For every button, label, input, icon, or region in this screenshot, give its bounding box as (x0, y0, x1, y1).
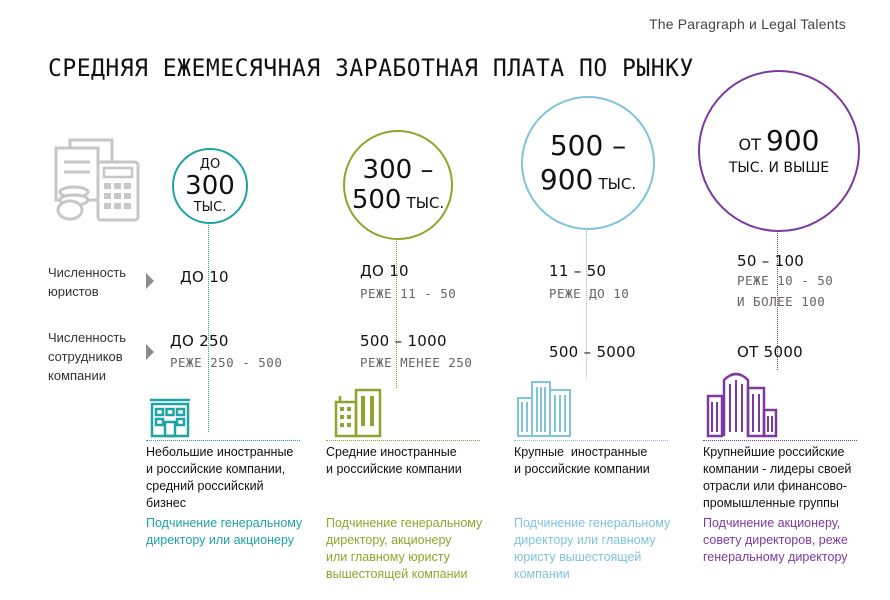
salary-1-prefix: ДО (199, 157, 221, 172)
description-4-line: Крупнейшие российские (703, 445, 845, 459)
salary-3-from: 500 – (549, 129, 627, 162)
description-1-line: и российские компании, (146, 462, 286, 476)
connector-line-4 (777, 230, 778, 370)
lawyers-2: ДО 10 (360, 262, 409, 280)
subordination-2: Подчинение генеральному директору, акцио… (326, 515, 496, 583)
subordination-1-line: Подчинение генеральному (146, 516, 303, 530)
lawyers-2-sub: РЕЖЕ 11 - 50 (360, 286, 457, 301)
small-building-icon (150, 398, 190, 438)
employees-4: ОТ 5000 (737, 343, 804, 361)
calculator-documents-icon (54, 138, 140, 222)
salary-3-to: 900 (539, 163, 594, 196)
subordination-2-line: или главному юристу (326, 550, 450, 564)
salary-4-value: 900 (766, 124, 820, 157)
subordination-2-line: вышестоящей компании (326, 567, 468, 581)
description-3-line: Крупные иностранные (514, 445, 648, 459)
description-1-line: средний российский (146, 479, 264, 493)
subordination-4: Подчинение акционеру, совету директоров,… (703, 515, 873, 566)
salary-circle-3: 500 – 900 ТЫС. (521, 96, 655, 230)
subordination-1-line: директору или акционеру (146, 533, 295, 547)
subordination-3: Подчинение генеральному директору или гл… (514, 515, 684, 583)
arrow-right-icon (146, 273, 154, 289)
separator-4 (703, 440, 857, 441)
row-label-lawyers-line2: юристов (48, 284, 99, 299)
row-label-lawyers: Численность юристов (48, 263, 126, 301)
description-3-line: и российские компании (514, 462, 650, 476)
lawyers-3: 11 – 50 (549, 262, 607, 280)
salary-4-unit: ТЫС. И ВЫШЕ (728, 160, 830, 176)
salary-circle-4: ОТ 900 ТЫС. И ВЫШЕ (698, 70, 860, 232)
description-4-line: отрасли или финансово- (703, 479, 848, 493)
company-description-2: Средние иностранные и российские компани… (326, 444, 486, 478)
description-4-line: промышленные группы (703, 496, 839, 510)
description-1-line: Небольшие иностранные (146, 445, 294, 459)
arrow-right-icon (146, 344, 154, 360)
source-credit: The Paragraph и Legal Talents (648, 16, 846, 32)
subordination-4-line: генеральному директору (703, 550, 848, 564)
employees-2: 500 – 1000 (360, 332, 447, 350)
subordination-3-line: компании (514, 567, 570, 581)
row-label-employees-line3: компании (48, 368, 106, 383)
salary-1-unit: ТЫС. (193, 200, 227, 215)
description-4-line: компании - лидеры своей (703, 462, 852, 476)
separator-1 (146, 440, 300, 441)
company-description-3: Крупные иностранные и российские компани… (514, 444, 674, 478)
connector-line-1 (208, 222, 209, 432)
connector-line-2 (396, 238, 397, 388)
salary-circle-1: ДО 300 ТЫС. (172, 148, 248, 224)
subordination-2-line: Подчинение генеральному (326, 516, 483, 530)
page-title: СРЕДНЯЯ ЕЖЕМЕСЯЧНАЯ ЗАРАБОТНАЯ ПЛАТА ПО … (48, 54, 694, 82)
lawyers-4-sub-2: И БОЛЕЕ 100 (737, 294, 826, 309)
subordination-3-line: Подчинение генеральному (514, 516, 671, 530)
salary-4-prefix: ОТ (738, 135, 761, 154)
subordination-4-line: Подчинение акционеру, (703, 516, 841, 530)
company-description-4: Крупнейшие российские компании - лидеры … (703, 444, 863, 512)
subordination-4-line: совету директоров, реже (703, 533, 848, 547)
subordination-3-line: юристу вышестоящей (514, 550, 642, 564)
salary-3-unit: ТЫС. (598, 175, 637, 193)
employees-3: 500 – 5000 (549, 343, 636, 361)
row-label-employees: Численность сотрудников компании (48, 328, 126, 385)
lawyers-4-sub-1: РЕЖЕ 10 - 50 (737, 273, 834, 288)
row-label-lawyers-line1: Численность (48, 265, 127, 280)
description-2-line: и российские компании (326, 462, 462, 476)
row-label-employees-line1: Численность (48, 330, 127, 345)
lawyers-3-sub: РЕЖЕ ДО 10 (549, 286, 630, 301)
separator-2 (326, 440, 480, 441)
subordination-2-line: директору, акционеру (326, 533, 452, 547)
lawyers-1: ДО 10 (180, 268, 229, 286)
large-buildings-icon (517, 381, 571, 437)
salary-2-unit: ТЫС. (406, 194, 445, 212)
medium-buildings-icon (334, 388, 382, 438)
subordination-3-line: директору или главному (514, 533, 656, 547)
salary-1-value: 300 (185, 171, 235, 201)
separator-3 (514, 440, 668, 441)
connector-line-3 (586, 228, 587, 378)
salary-circle-2: 300 – 500 ТЫС. (343, 130, 453, 240)
subordination-1: Подчинение генеральному директору или ак… (146, 515, 316, 549)
company-description-1: Небольшие иностранные и российские компа… (146, 444, 306, 512)
lawyers-4: 50 – 100 (737, 252, 805, 270)
description-2-line: Средние иностранные (326, 445, 457, 459)
description-1-line: бизнес (146, 496, 186, 510)
row-label-employees-line2: сотрудников (48, 349, 123, 364)
employees-1-sub: РЕЖЕ 250 - 500 (170, 355, 283, 370)
skyscrapers-icon (706, 372, 778, 438)
salary-2-from: 300 – (362, 155, 434, 185)
employees-2-sub: РЕЖЕ МЕНЕЕ 250 (360, 355, 473, 370)
salary-2-to: 500 (351, 185, 402, 215)
employees-1: ДО 250 (170, 332, 229, 350)
